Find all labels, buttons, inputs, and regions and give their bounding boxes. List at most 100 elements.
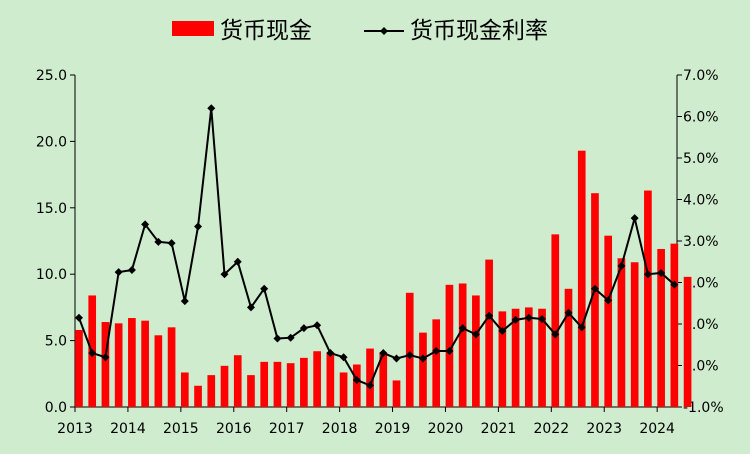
bar — [128, 318, 136, 407]
bar — [273, 361, 282, 407]
x-tick-label: 2021 — [481, 421, 517, 437]
x-tick-label: 2019 — [375, 421, 411, 437]
y-tick-label-right: 4.0% — [683, 193, 719, 209]
bar — [445, 284, 454, 407]
bar — [564, 288, 573, 407]
bar — [313, 351, 321, 407]
bar — [114, 323, 123, 407]
legend-label-rate: 货币现金利率 — [410, 18, 548, 44]
y-tick-label-right: 3.0% — [683, 234, 719, 250]
bar — [101, 322, 110, 407]
rate-marker — [286, 333, 295, 342]
bar — [524, 307, 533, 407]
rate-marker — [114, 268, 123, 277]
x-tick-label: 2014 — [110, 421, 146, 437]
plot-area: 0.0 5.0 10.0 15.0 20.0 25.0 -1.0% 0.0% 1.0% 2.0% 3… — [36, 68, 724, 437]
bar — [405, 292, 414, 407]
y-tick-label-right: 2.0% — [683, 276, 719, 292]
rate-marker — [299, 324, 308, 333]
y-tick-label-left: 5.0 — [45, 334, 67, 350]
bar — [551, 234, 560, 407]
rate-marker — [194, 222, 203, 231]
bar — [366, 348, 374, 407]
rate-marker — [617, 261, 626, 270]
rate-marker — [141, 220, 150, 229]
x-tick-label: 2017 — [269, 421, 305, 437]
rate-marker — [260, 284, 269, 293]
rate-marker — [392, 354, 401, 363]
bar — [326, 352, 335, 407]
rate-marker — [604, 296, 613, 305]
rate-marker — [551, 330, 560, 339]
bar — [591, 193, 599, 407]
rate-marker — [657, 268, 666, 277]
rate-marker — [498, 327, 507, 336]
bar — [485, 259, 493, 407]
y-tick-label-left: 25.0 — [36, 68, 67, 84]
x-tick-label: 2018 — [322, 421, 358, 437]
bar — [247, 375, 255, 407]
x-tick-label: 2020 — [428, 421, 464, 437]
bar — [154, 335, 163, 407]
rate-marker — [405, 351, 414, 360]
bar — [498, 311, 507, 407]
y-tick-label-right: 0.0% — [683, 359, 719, 375]
rate-marker — [74, 313, 83, 322]
rate-marker — [670, 280, 679, 289]
rate-marker — [538, 315, 547, 324]
bar — [220, 365, 229, 407]
y-tick-label-right: 7.0% — [683, 68, 719, 84]
rate-marker — [207, 104, 216, 113]
rate-marker — [432, 346, 441, 355]
x-tick-label: 2015 — [163, 421, 199, 437]
bar — [630, 262, 639, 407]
bar — [141, 320, 149, 407]
bar — [392, 380, 401, 407]
rate-marker — [101, 353, 110, 362]
bar — [352, 364, 361, 407]
rate-marker — [524, 313, 533, 322]
rate-marker — [88, 349, 97, 358]
bar — [617, 258, 626, 407]
bar — [180, 372, 189, 407]
legend: 货币现金 货币现金利率 — [172, 18, 548, 44]
bar — [511, 308, 520, 407]
rate-marker — [366, 381, 375, 390]
rate-marker — [326, 349, 335, 358]
legend-swatch-marker — [380, 27, 388, 35]
bar — [167, 327, 176, 407]
rate-marker — [167, 239, 176, 248]
bar — [194, 385, 202, 407]
y-tick-label-left: 10.0 — [36, 267, 67, 283]
bar — [379, 352, 388, 407]
y-tick-label-left: 0.0 — [45, 400, 67, 416]
y-tick-label-right: 1.0% — [683, 317, 719, 333]
bar — [432, 319, 441, 407]
bar — [644, 190, 652, 407]
x-tick-label: 2024 — [639, 421, 675, 437]
bar — [538, 308, 546, 407]
y-tick-label-left: 20.0 — [36, 134, 67, 150]
x-tick-label: 2013 — [57, 421, 93, 437]
bar — [300, 357, 308, 407]
rate-marker — [643, 270, 652, 279]
bar — [604, 235, 613, 407]
rate-marker — [418, 354, 427, 363]
legend-label-cash: 货币现金 — [220, 18, 312, 44]
y-tick-label-left: 15.0 — [36, 201, 67, 217]
x-tick-label: 2022 — [533, 421, 569, 437]
rate-marker — [590, 284, 599, 293]
rate-marker — [313, 321, 322, 330]
rate-marker — [485, 311, 494, 320]
rate-marker — [511, 315, 520, 324]
y-tick-label-right: 5.0% — [683, 151, 719, 167]
bar — [458, 283, 467, 407]
rate-marker — [471, 330, 480, 339]
bar — [286, 363, 295, 407]
bar — [472, 295, 480, 407]
rate-marker — [445, 346, 454, 355]
legend-swatch-bar — [172, 21, 214, 36]
x-tick-label: 2016 — [216, 421, 252, 437]
bar — [75, 329, 83, 407]
bar — [207, 375, 216, 407]
